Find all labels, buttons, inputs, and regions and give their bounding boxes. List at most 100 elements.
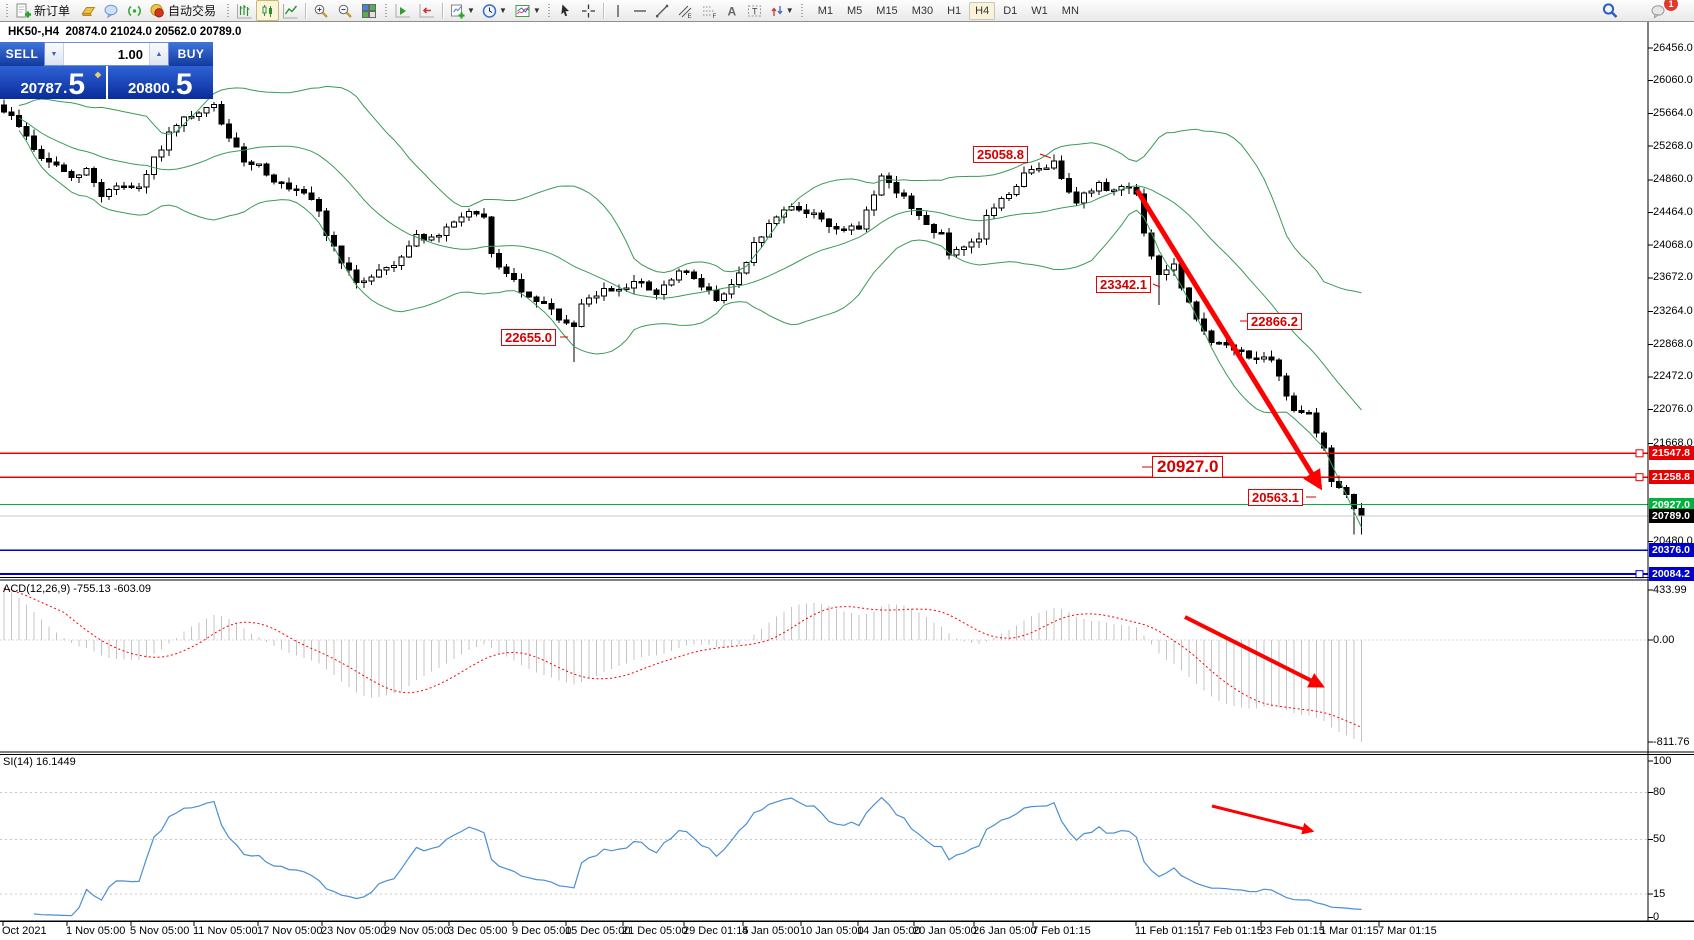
toolbar-separator [305, 2, 307, 19]
fibonacci-button[interactable]: F [697, 0, 721, 21]
timeframe-button-W1[interactable]: W1 [1031, 4, 1048, 17]
toolbar-separator [602, 2, 604, 19]
text-label-icon: T [747, 5, 761, 16]
autotrade-icon [150, 3, 164, 17]
svg-text:T: T [752, 6, 758, 16]
trend-line-icon [655, 4, 668, 17]
volume-stepper: ▼ 1.00 ▲ [44, 42, 169, 66]
search-button[interactable] [1598, 0, 1622, 21]
tile-windows-icon [362, 3, 377, 18]
indicators-icon [515, 4, 530, 17]
auto-scroll-icon [395, 3, 411, 17]
periods-button[interactable]: ▼ [478, 0, 510, 21]
panel-menu-diamond-icon[interactable]: ◆ [94, 70, 101, 79]
history-center-icon [81, 6, 96, 16]
notifications-icon [1651, 5, 1665, 19]
toolbar-separator [442, 2, 444, 19]
hline-handle[interactable] [1635, 449, 1644, 458]
new-order-button[interactable]: 新订单 [12, 0, 77, 21]
line-chart-icon [283, 3, 298, 18]
timeframe-button-MN[interactable]: MN [1061, 4, 1079, 17]
indicators-button[interactable]: ▼ [510, 0, 544, 21]
line-chart-button[interactable] [279, 0, 302, 21]
volume-input[interactable]: 1.00 [117, 46, 143, 62]
zoom-out-icon [338, 4, 352, 18]
vertical-line-button[interactable] [607, 0, 629, 21]
timeframe-button-M15[interactable]: M15 [876, 4, 898, 17]
sell-price-big-digit: 5 [68, 68, 86, 101]
sell-button[interactable]: SELL [0, 42, 44, 66]
chart-title: HK50-,H4 20874.0 21024.0 20562.0 20789.0 [8, 26, 242, 38]
chart-shift-button[interactable] [415, 0, 439, 21]
zoom-out-button[interactable] [333, 0, 357, 21]
hline-handle[interactable] [1635, 473, 1644, 482]
horizontal-line-icon [633, 9, 646, 12]
new-order-label: 新订单 [34, 4, 71, 18]
text-icon: A [727, 4, 736, 18]
zoom-in-button[interactable] [309, 0, 333, 21]
candle-chart-button[interactable] [256, 0, 280, 21]
svg-text:E: E [687, 14, 691, 19]
notification-count-badge: 1 [1663, 0, 1679, 12]
timeframe-button-H4[interactable]: H4 [969, 1, 996, 20]
text-label-button[interactable]: T [743, 0, 766, 21]
new-chart-icon [451, 4, 465, 18]
buy-price[interactable]: 20800. 5 [107, 66, 213, 100]
auto-scroll-button[interactable] [391, 0, 415, 21]
cursor-icon [561, 4, 569, 16]
autotrade-label: 自动交易 [168, 4, 217, 18]
crosshair-icon [581, 4, 595, 17]
bar-chart-icon [237, 3, 252, 18]
chevron-down-icon: ▼ [532, 6, 541, 15]
trend-arrow[interactable] [1134, 188, 1323, 491]
new-order-icon [16, 3, 31, 17]
buy-price-main: 20800 [127, 80, 170, 97]
sell-price[interactable]: 20787. 5 [0, 66, 106, 101]
toolbar-grip [546, 3, 551, 18]
trend-line-button[interactable] [651, 0, 673, 21]
trend-arrow[interactable] [1184, 615, 1325, 688]
buy-button[interactable]: BUY [169, 42, 213, 66]
toolbar-grip [799, 3, 804, 18]
timeframe-button-H1[interactable]: H1 [947, 4, 962, 17]
autotrade-button[interactable]: 自动交易 [146, 0, 223, 21]
bar-chart-button[interactable] [233, 0, 256, 21]
timeframe-button-M30[interactable]: M30 [911, 4, 934, 17]
equidistant-channel-icon: E [678, 5, 691, 19]
svg-text:F: F [712, 14, 716, 19]
trend-arrow[interactable] [1211, 804, 1315, 835]
toolbar-grip [226, 3, 231, 18]
sell-price-main: 20787 [20, 80, 63, 97]
cursor-button[interactable] [554, 0, 577, 21]
new-chart-button[interactable]: ▼ [446, 0, 478, 21]
horizontal-line-button[interactable] [629, 0, 651, 21]
text-button[interactable]: A [721, 0, 743, 21]
history-center-button[interactable] [77, 0, 100, 21]
chart-shift-icon [419, 3, 435, 17]
arrows-button[interactable]: ▼ [766, 0, 797, 21]
chevron-down-icon: ▼ [467, 6, 475, 15]
notifications-button[interactable]: 1 [1646, 0, 1679, 21]
chat-button[interactable] [100, 0, 123, 21]
vertical-line-icon [617, 4, 619, 17]
signals-button[interactable] [123, 0, 146, 21]
volume-increase-button[interactable]: ▲ [149, 43, 168, 65]
chevron-down-icon: ▼ [498, 6, 507, 15]
equidistant-channel-button[interactable]: E [673, 0, 697, 21]
chat-icon [104, 4, 118, 18]
fibonacci-icon: F [702, 6, 716, 19]
timeframe-button-M5[interactable]: M5 [847, 4, 863, 17]
toolbar: 新订单 自动交易 [0, 0, 1694, 22]
timeframe-button-M1[interactable]: M1 [817, 4, 833, 17]
tile-windows-button[interactable] [357, 0, 381, 21]
svg-text:A: A [727, 4, 736, 18]
hline-handle[interactable] [1635, 570, 1644, 579]
search-icon [1602, 3, 1618, 18]
crosshair-button[interactable] [577, 0, 600, 21]
volume-decrease-button[interactable]: ▼ [45, 43, 64, 65]
timeframe-button-D1[interactable]: D1 [1003, 4, 1018, 17]
zoom-in-icon [314, 4, 328, 18]
signals-icon [128, 5, 141, 16]
sell-price-dot: . [63, 80, 68, 97]
